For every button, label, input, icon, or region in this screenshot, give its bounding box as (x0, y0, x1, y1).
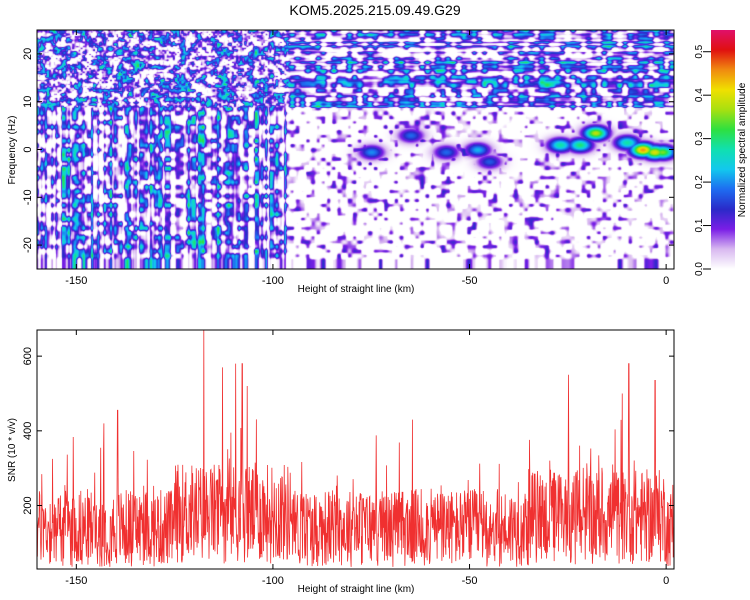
spectrogram-x-tick-label-2: -50 (462, 275, 478, 287)
colorbar-tick-label-5: 0.5 (694, 44, 705, 58)
snr-y-tick-label-0: 200 (22, 496, 34, 514)
spectrogram-image (37, 30, 674, 269)
snr-axes: -150 -100 -50 0 200 400 600 (22, 330, 674, 587)
colorbar-tick-label-2: 0.2 (694, 175, 705, 189)
colorbar-tick-label-1: 0.1 (694, 218, 705, 232)
colorbar-tick-label-3: 0.3 (694, 131, 705, 145)
spectrogram-y-tick-label-3: 10 (22, 96, 34, 108)
spectrogram-x-tick-label-1: -100 (262, 275, 284, 287)
snr-x-label: Height of straight line (km) (298, 584, 415, 595)
colorbar-tick-label-0: 0.0 (694, 262, 705, 276)
figure-title: KOM5.2025.215.09.49.G29 (289, 2, 460, 18)
spectrogram-x-label: Height of straight line (km) (298, 284, 415, 295)
snr-series-line (37, 330, 674, 567)
colorbar-ticks: 0.0 0.1 0.2 0.3 0.4 0.5 (694, 44, 711, 276)
spectrogram-y-tick-label-0: -20 (22, 237, 34, 253)
snr-y-tick-label-1: 400 (22, 422, 34, 440)
spectrogram-y-tick-label-2: 0 (22, 146, 34, 152)
snr-y-tick-label-2: 600 (22, 347, 34, 365)
colorbar-tick-label-4: 0.4 (694, 88, 705, 102)
spectrogram-y-label: Frequency (Hz) (7, 116, 18, 185)
colorbar-label: Normalized spectral amplitude (737, 82, 748, 217)
colorbar-gradient (711, 30, 735, 269)
snr-y-label: SNR (10 * v/v) (7, 418, 18, 482)
snr-x-tick-label-1: -100 (262, 575, 284, 587)
snr-panel: -150 -100 -50 0 200 400 600 Height of straight… (7, 329, 675, 595)
snr-x-tick-label-3: 0 (663, 575, 669, 587)
spectrogram-x-tick-label-3: 0 (663, 275, 669, 287)
snr-x-tick-label-0: -150 (65, 575, 87, 587)
spectrogram-x-tick-label-0: -150 (65, 275, 87, 287)
snr-frame (36, 329, 675, 570)
spectrogram-y-tick-label-1: -10 (22, 189, 34, 205)
spectrogram-y-tick-label-4: 20 (22, 48, 34, 60)
colorbar: 0.0 0.1 0.2 0.3 0.4 0.5 Normalized spectral a… (694, 30, 748, 276)
snr-x-tick-label-2: -50 (462, 575, 478, 587)
